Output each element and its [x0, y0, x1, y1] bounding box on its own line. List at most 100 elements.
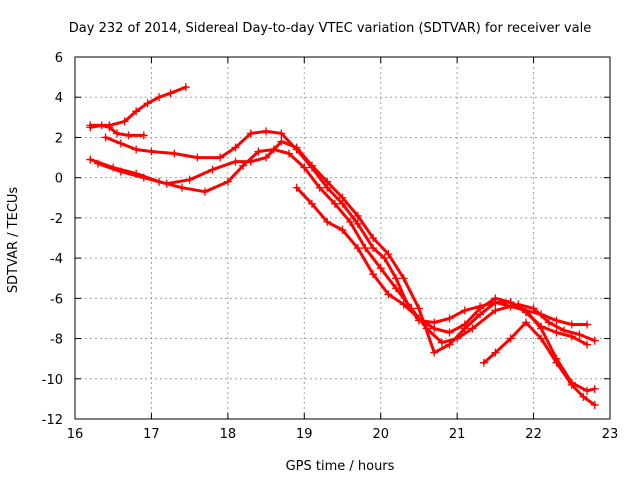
- data-point: [330, 199, 339, 208]
- data-point: [537, 334, 546, 343]
- data-point: [437, 338, 446, 347]
- data-point: [178, 183, 186, 192]
- data-point: [185, 175, 194, 184]
- data-point: [223, 177, 232, 186]
- data-point: [105, 123, 114, 132]
- data-point: [392, 274, 400, 283]
- data-point: [399, 274, 408, 283]
- data-point: [113, 129, 122, 138]
- data-point: [147, 147, 156, 156]
- data-point: [300, 163, 309, 172]
- data-point: [315, 183, 324, 192]
- data-point: [445, 328, 454, 337]
- series-track-4: [86, 145, 599, 347]
- axis-ticks: 16 17 18 19 20 21 22 23 -12 -10 -8 -6 -4 -2 0 2 4 6: [42, 51, 619, 442]
- data-point: [277, 137, 286, 146]
- data-point: [414, 304, 423, 313]
- data-point: [208, 165, 217, 174]
- data-point: [468, 324, 477, 333]
- data-point: [491, 348, 500, 357]
- data-point: [445, 314, 454, 323]
- data-point: [567, 320, 576, 329]
- x-tick-label: 16: [67, 427, 84, 442]
- data-point: [139, 131, 148, 140]
- data-point: [101, 133, 110, 142]
- data-point: [430, 348, 439, 357]
- data-point: [262, 153, 271, 162]
- data-point: [338, 193, 347, 202]
- gridlines: [75, 57, 610, 419]
- y-tick-label: -6: [50, 292, 63, 307]
- data-point: [590, 384, 599, 393]
- data-point: [181, 83, 190, 92]
- data-point: [544, 318, 553, 327]
- data-point: [277, 129, 286, 138]
- data-point: [552, 316, 561, 325]
- chart-title: Day 232 of 2014, Sidereal Day-to-day VTE…: [69, 21, 591, 36]
- data-point: [392, 284, 400, 293]
- data-point: [567, 380, 576, 389]
- data-point: [399, 300, 408, 309]
- data-point: [369, 244, 378, 253]
- y-tick-label: -4: [50, 252, 63, 267]
- data-point: [460, 306, 469, 315]
- x-tick-label: 22: [525, 427, 542, 442]
- data-point: [353, 244, 362, 253]
- data-point: [476, 304, 485, 313]
- x-tick-label: 17: [143, 427, 160, 442]
- data-point: [231, 143, 240, 152]
- y-tick-label: -12: [42, 413, 63, 428]
- data-point: [369, 270, 378, 279]
- data-point: [384, 290, 393, 299]
- data-point: [552, 358, 561, 367]
- y-tick-label: 4: [55, 91, 63, 106]
- data-point: [86, 155, 95, 164]
- data-point: [246, 129, 255, 138]
- y-axis-label: SDTVAR / TECUs: [6, 187, 21, 294]
- data-point: [116, 139, 125, 148]
- series-line: [88, 148, 597, 345]
- plot-frame: [74, 56, 611, 420]
- series-layer: [86, 83, 599, 409]
- data-point: [193, 153, 202, 162]
- x-tick-label: 21: [449, 427, 466, 442]
- data-point: [506, 298, 515, 307]
- y-tick-label: -10: [42, 373, 63, 388]
- data-point: [479, 358, 488, 367]
- data-point: [162, 179, 171, 188]
- data-point: [590, 336, 599, 345]
- data-point: [292, 143, 301, 152]
- data-point: [323, 177, 332, 186]
- data-point: [445, 340, 454, 349]
- data-point: [491, 306, 500, 315]
- data-point: [86, 123, 95, 132]
- data-point: [116, 167, 125, 176]
- data-point: [346, 217, 355, 226]
- data-point: [254, 147, 263, 156]
- data-point: [369, 234, 378, 242]
- y-tick-label: 6: [55, 51, 63, 66]
- data-point: [521, 306, 530, 315]
- y-tick-label: -8: [50, 333, 63, 348]
- data-point: [430, 324, 439, 333]
- data-point: [491, 294, 500, 303]
- data-point: [338, 225, 347, 234]
- data-point: [552, 328, 561, 337]
- series-line: [104, 129, 589, 326]
- x-tick-label: 18: [220, 427, 237, 442]
- y-tick-label: 2: [55, 131, 63, 146]
- data-point: [380, 254, 389, 263]
- data-point: [285, 149, 293, 158]
- data-point: [139, 173, 148, 182]
- data-point: [460, 320, 469, 329]
- series-line: [96, 140, 589, 355]
- data-point: [120, 117, 129, 126]
- y-tick-label: -2: [50, 212, 63, 227]
- data-point: [307, 199, 316, 208]
- data-point: [124, 131, 133, 140]
- data-point: [537, 324, 546, 333]
- data-point: [307, 161, 316, 170]
- data-point: [590, 400, 599, 409]
- data-point: [292, 183, 301, 192]
